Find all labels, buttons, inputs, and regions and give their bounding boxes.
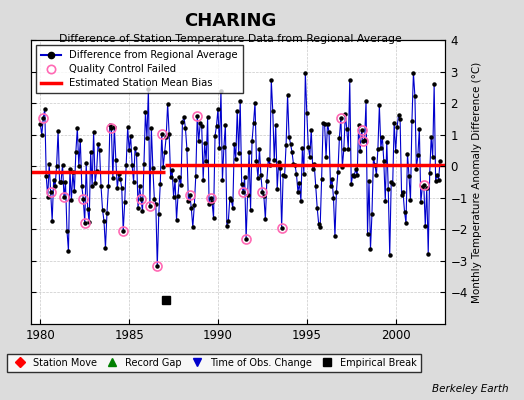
Text: Difference of Station Temperature Data from Regional Average: Difference of Station Temperature Data f… [59, 34, 402, 44]
Legend: Station Move, Record Gap, Time of Obs. Change, Empirical Break: Station Move, Record Gap, Time of Obs. C… [7, 354, 421, 372]
Text: CHARING: CHARING [184, 12, 277, 30]
Text: Berkeley Earth: Berkeley Earth [432, 384, 508, 394]
Y-axis label: Monthly Temperature Anomaly Difference (°C): Monthly Temperature Anomaly Difference (… [472, 61, 482, 303]
